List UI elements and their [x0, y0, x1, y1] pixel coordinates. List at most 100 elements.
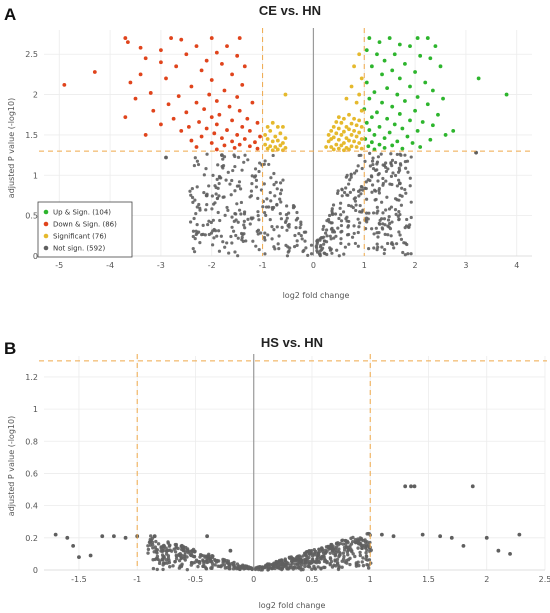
point-significant: [273, 134, 278, 139]
point-not-sign: [389, 205, 394, 209]
point-not-sign: [381, 176, 385, 181]
point-not-sign: [256, 210, 260, 214]
point-up-sign: [425, 102, 430, 107]
point-not-sign: [303, 558, 308, 562]
point-not-sign: [339, 201, 343, 205]
point-not-sign: [363, 226, 368, 231]
point-significant: [283, 145, 288, 150]
point-not-sign: [192, 250, 197, 254]
point-not-sign: [201, 223, 205, 227]
point-not-sign: [197, 202, 201, 207]
point-down-sign: [143, 133, 148, 137]
point-not-sign: [204, 193, 209, 198]
point-significant: [265, 124, 270, 129]
point-not-sign: [376, 173, 380, 177]
point-not-sign: [332, 236, 336, 240]
point-significant: [336, 126, 341, 131]
point-not-sign: [226, 170, 230, 174]
point-down-sign: [128, 80, 133, 85]
point-up-sign: [392, 122, 397, 127]
point-not-sign: [154, 539, 158, 544]
point-down-sign: [194, 145, 199, 149]
point-not-sign: [360, 544, 365, 549]
point-not-sign: [298, 226, 302, 230]
point-not-sign: [258, 161, 262, 165]
point-not-sign: [316, 559, 321, 563]
panel-a-legend: Up & Sign. (104) Down & Sign. (86) Signi…: [37, 201, 133, 258]
point-not-sign: [381, 163, 385, 167]
point-not-sign: [363, 159, 367, 163]
point-down-sign: [209, 141, 214, 145]
point-not-sign: [376, 235, 380, 239]
point-not-sign: [149, 534, 153, 538]
a-ytick-label: 2.5: [25, 50, 38, 59]
point-up-sign: [375, 110, 379, 115]
point-not-sign: [303, 239, 307, 243]
point-not-sign: [364, 211, 369, 215]
point-not-sign: [268, 218, 272, 222]
point-not-sign: [217, 229, 221, 233]
point-significant: [349, 84, 354, 89]
point-not-sign: [276, 563, 280, 568]
point-not-sign: [396, 214, 400, 219]
panel-b: B HS vs. HN log2 fold change adjusted P …: [4, 335, 550, 610]
point-not-sign: [230, 178, 234, 183]
panel-a-plot-area: -5 -4 -3 -2 -1 0 1 2 3 4 0 0.5 1 1.5 2 2.5: [25, 28, 534, 270]
point-not-sign: [326, 544, 330, 549]
b-xtick-label: 2.5: [539, 575, 550, 584]
point-not-sign: [239, 212, 243, 216]
b-ytick-label: 0.2: [25, 534, 38, 543]
point-not-sign: [210, 562, 215, 566]
point-not-sign: [461, 543, 466, 548]
point-not-sign: [279, 200, 283, 204]
point-not-sign: [333, 553, 337, 558]
point-not-sign: [193, 237, 197, 241]
point-not-sign: [159, 546, 163, 550]
point-not-sign: [206, 222, 210, 227]
point-not-sign: [373, 168, 378, 172]
point-not-sign: [328, 551, 332, 555]
point-not-sign: [193, 156, 197, 160]
point-not-sign: [312, 564, 316, 569]
point-not-sign: [404, 191, 408, 195]
point-up-sign: [403, 99, 407, 103]
point-not-sign: [310, 554, 315, 558]
a-xtick-label: 1: [362, 261, 367, 270]
point-not-sign: [267, 205, 271, 209]
point-not-sign: [342, 548, 347, 552]
point-up-sign: [405, 134, 410, 139]
point-not-sign: [316, 553, 321, 557]
point-significant: [283, 92, 288, 97]
point-not-sign: [285, 254, 290, 258]
point-down-sign: [186, 124, 191, 129]
point-not-sign: [370, 190, 374, 194]
legend-marker-significant: [43, 233, 49, 239]
point-not-sign: [239, 231, 244, 236]
point-down-sign: [148, 91, 153, 95]
point-up-sign: [395, 92, 400, 97]
point-not-sign: [174, 557, 179, 561]
point-not-sign: [266, 233, 270, 237]
point-not-sign: [347, 182, 351, 186]
point-not-sign: [280, 225, 284, 229]
point-not-sign: [243, 153, 247, 157]
point-down-sign: [204, 126, 209, 131]
panel-b-xlabel: log2 fold change: [259, 601, 326, 610]
point-not-sign: [399, 203, 404, 207]
a-xtick-label: -3: [157, 261, 165, 270]
point-not-sign: [334, 545, 339, 549]
point-not-sign: [211, 229, 215, 233]
point-down-sign: [230, 118, 234, 123]
point-up-sign: [380, 100, 384, 105]
point-not-sign: [225, 241, 229, 245]
point-not-sign: [320, 246, 325, 250]
point-not-sign: [302, 230, 306, 234]
point-down-sign: [247, 144, 252, 149]
point-significant: [324, 145, 329, 149]
point-significant: [334, 131, 339, 136]
point-up-sign: [428, 137, 433, 142]
point-not-sign: [300, 237, 304, 241]
point-not-sign: [361, 556, 365, 560]
point-not-sign: [215, 177, 219, 182]
point-not-sign: [242, 232, 246, 236]
